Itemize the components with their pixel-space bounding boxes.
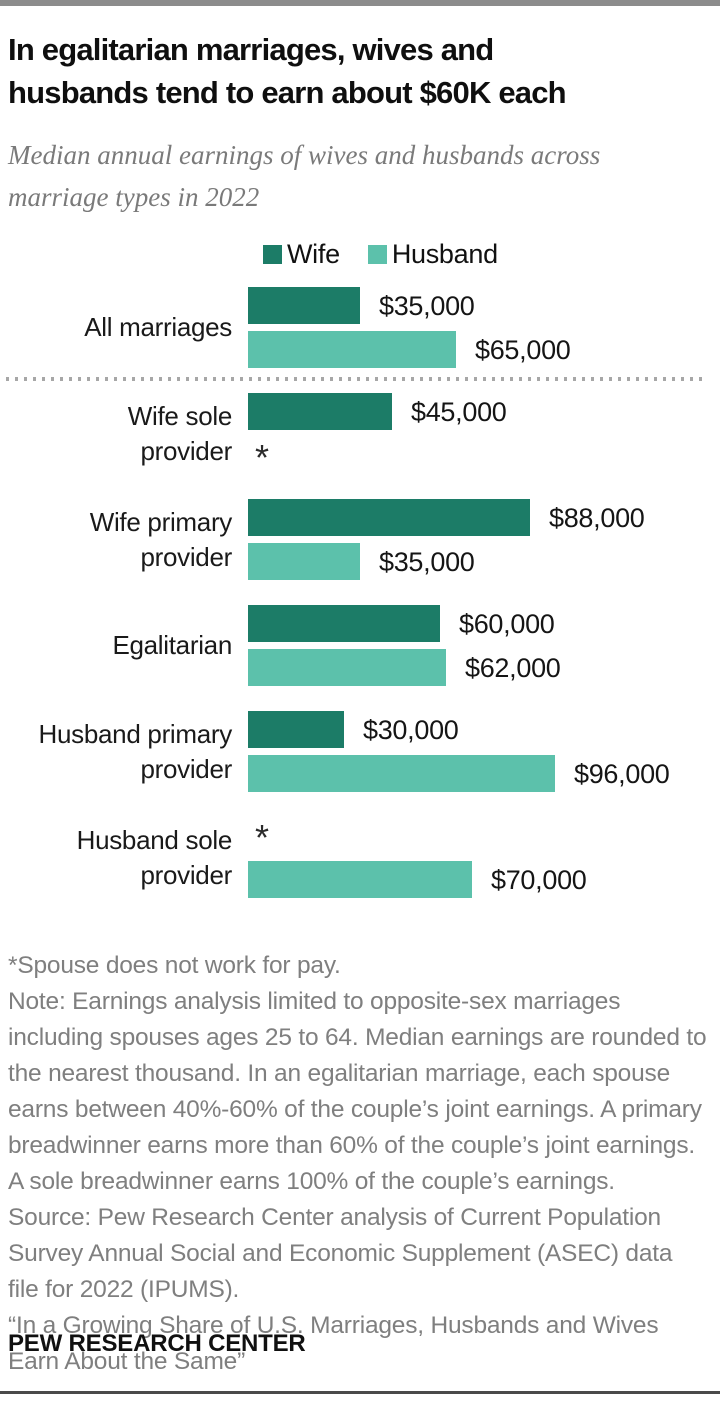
value-label-husband: $35,000 (379, 547, 475, 577)
value-label-wife: $35,000 (379, 291, 475, 321)
value-label-wife: $88,000 (549, 503, 645, 533)
source-text: Source: Pew Research Center analysis of … (8, 1204, 673, 1303)
category-label: Husband primary provider (38, 718, 233, 784)
category-label: Wife sole provider (127, 400, 233, 466)
note-text: Note: Earnings analysis limited to oppos… (8, 988, 707, 1195)
husband-swatch-icon (367, 245, 387, 264)
bar-husband (248, 861, 472, 898)
category-label: Wife primary provider (89, 506, 233, 572)
page-title-line-1: In egalitarian marriages, wives and (8, 32, 494, 67)
legend-husband-label: Husband (391, 239, 498, 269)
value-label-wife: $45,000 (411, 397, 507, 427)
bar-husband (248, 543, 360, 580)
bar-wife (248, 287, 360, 324)
notes-block: *Spouse does not work for pay. Note: Ear… (8, 948, 708, 1380)
no-earnings-asterisk: * (255, 817, 270, 858)
report-title-text: “In a Growing Share of U.S. Marriages, H… (8, 1312, 659, 1375)
section-dotted-divider (6, 377, 708, 381)
value-label-husband: $62,000 (465, 653, 561, 683)
footnote-text: *Spouse does not work for pay. (8, 952, 341, 979)
value-label-husband: $96,000 (574, 759, 670, 789)
chart-legend: Wife Husband (263, 239, 498, 270)
top-divider (0, 0, 720, 6)
legend-wife-label: Wife (287, 239, 340, 269)
bar-wife (248, 499, 530, 536)
category-label: Husband sole provider (76, 824, 233, 890)
wife-swatch-icon (263, 245, 282, 264)
no-earnings-asterisk: * (255, 437, 270, 478)
page-title-line-2: husbands tend to earn about $60K each (8, 75, 567, 110)
chart-subtitle: Median annual earnings of wives and husb… (8, 140, 601, 212)
bar-wife (248, 711, 344, 748)
bar-husband (248, 331, 456, 368)
legend-item-husband: Husband (367, 239, 498, 270)
bar-husband (248, 649, 446, 686)
brand-wordmark: PEW RESEARCH CENTER (8, 1330, 306, 1357)
value-label-wife: $60,000 (459, 609, 555, 639)
bar-wife (248, 393, 392, 430)
value-label-husband: $65,000 (475, 335, 571, 365)
bar-husband (248, 755, 555, 792)
bar-wife (248, 605, 440, 642)
value-label-husband: $70,000 (491, 865, 587, 895)
legend-item-wife: Wife (263, 239, 340, 270)
value-label-wife: $30,000 (363, 715, 459, 745)
bottom-divider (0, 1391, 720, 1394)
page-title: In egalitarian marriages, wives and husb… (8, 28, 708, 114)
category-label: All marriages (84, 312, 232, 342)
category-label: Egalitarian (112, 630, 232, 660)
